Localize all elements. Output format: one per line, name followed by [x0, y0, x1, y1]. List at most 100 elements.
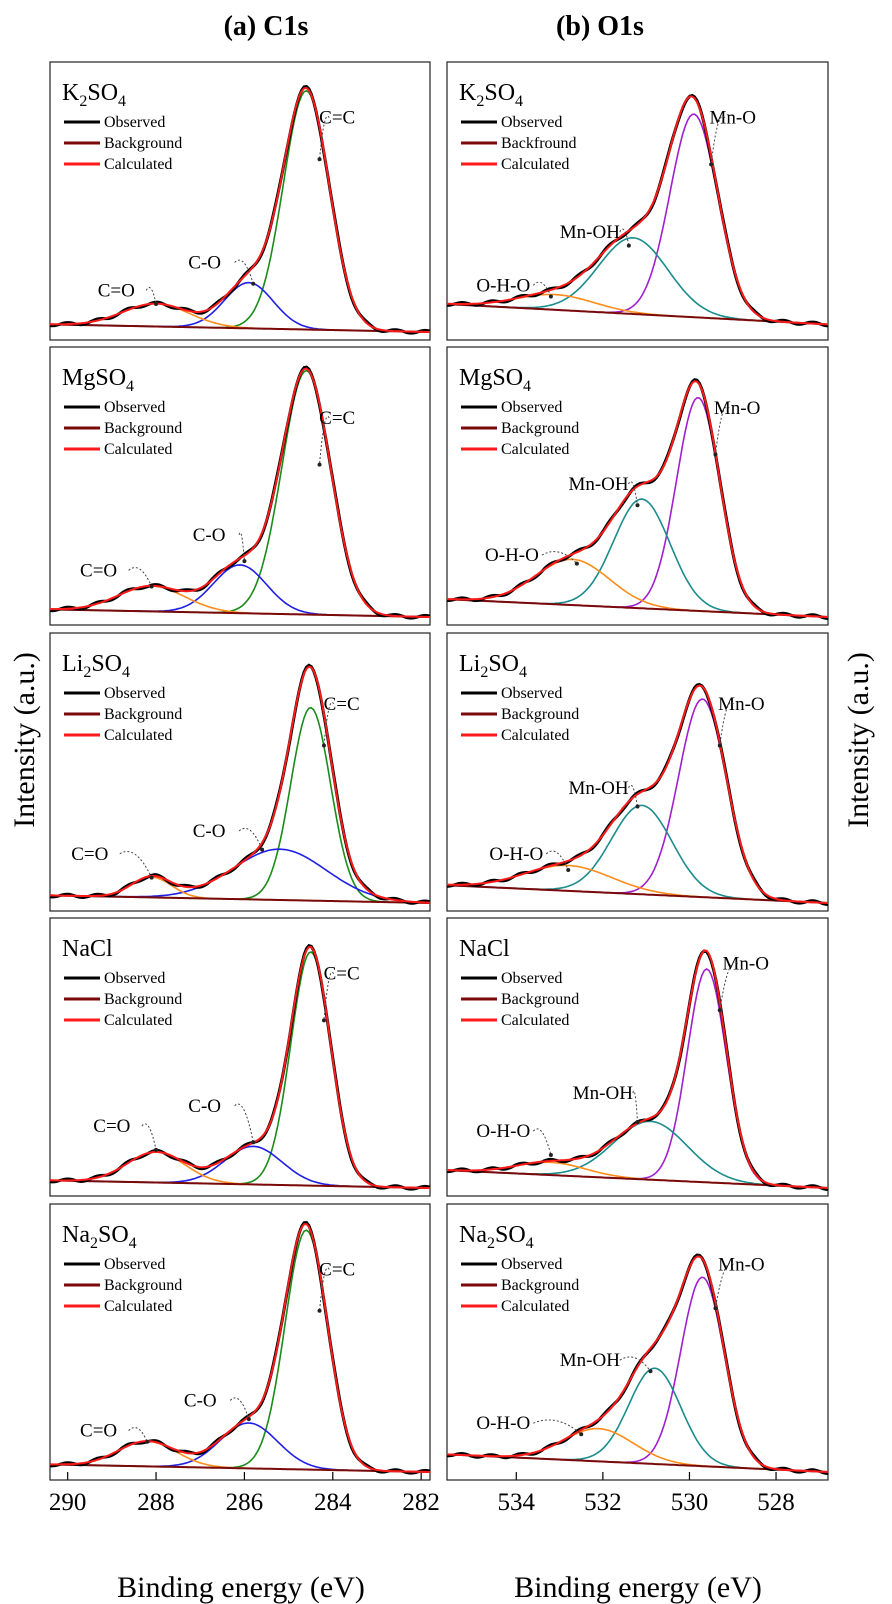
peak-label: Mn-O [718, 1254, 764, 1275]
legend-label: Calculated [104, 441, 172, 458]
peak-arrow [238, 827, 263, 850]
arrow-head [242, 559, 247, 564]
legend-label: Calculated [501, 727, 569, 744]
legend-label: Observed [501, 970, 562, 987]
x-tick-label: 286 [226, 1489, 264, 1516]
arrow-head [321, 1018, 326, 1023]
peak-label: Mn-OH [573, 1083, 633, 1104]
peak-arrow [319, 416, 330, 465]
calculated-line [446, 95, 829, 326]
arrow-head [251, 1140, 256, 1145]
sample-label: NaCl [62, 936, 113, 962]
peak-c-c [50, 951, 430, 1189]
peak-arrow [234, 259, 254, 284]
y-axis-label-right: Intensity (a.u.) [842, 652, 875, 828]
panel-frame [49, 346, 431, 626]
arrow-head [548, 1152, 553, 1157]
arrow-head [635, 804, 640, 809]
legend-label: Observed [104, 399, 165, 416]
x-tick-label: 528 [757, 1489, 795, 1516]
arrow-head [149, 875, 154, 880]
arrow-head [713, 452, 718, 457]
panel-frame [49, 61, 431, 341]
calculated-line [49, 945, 430, 1189]
legend-label: Background [104, 1277, 182, 1294]
arrow-head [251, 281, 256, 286]
peak-o-h-o [446, 1427, 829, 1473]
panel-3: NaCl Observed Background Calculated C=C C-O C=… [49, 917, 431, 1197]
x-axis-0: 290 288 286 284 282 [49, 1472, 440, 1516]
panel-8: NaCl Observed Background Calculated Mn-O Mn-O… [446, 917, 829, 1197]
peak-arrow [128, 1427, 148, 1442]
peak-label: Mn-O [718, 694, 764, 715]
legend-label: Observed [501, 685, 562, 702]
peak-label: Mn-OH [568, 474, 628, 495]
peak-arrow [323, 701, 335, 746]
peak-label: C=C [319, 1259, 355, 1280]
legend-label: Background [501, 706, 579, 723]
arrow-head [709, 162, 714, 167]
peak-arrow [319, 115, 330, 160]
sample-label: Li2SO4 [459, 651, 527, 681]
peak-arrow [714, 1262, 734, 1309]
peak-label: Mn-O [710, 108, 756, 129]
arrow-head [648, 1369, 653, 1374]
legend-label: Background [104, 135, 182, 152]
peak-c-o [49, 1151, 430, 1189]
calculated-line [447, 684, 829, 904]
x-tick-label: 534 [498, 1489, 536, 1516]
arrow-head [317, 462, 322, 467]
background-line [50, 1179, 430, 1189]
legend-label: Calculated [501, 441, 569, 458]
panel-1: MgSO4 Observed Background Calculated C=C C-O C… [49, 346, 431, 626]
peak-arrow [714, 405, 730, 455]
peak-label: Mn-OH [568, 778, 628, 799]
peak-arrow [319, 1267, 330, 1311]
x-tick-label: 530 [671, 1489, 709, 1516]
background-line [446, 1169, 829, 1189]
peak-label: Mn-OH [560, 222, 620, 243]
peak-label: O-H-O [476, 1413, 530, 1434]
legend-label: Calculated [501, 1012, 569, 1029]
panel-frame [49, 632, 431, 912]
legend-label: Calculated [104, 1012, 172, 1029]
legend-label: Calculated [501, 156, 569, 173]
arrow-head [154, 302, 159, 307]
peak-arrow [628, 784, 638, 807]
arrow-head [717, 1008, 722, 1013]
panel-0: K2SO4 Observed Background Calculated C=C C-O C… [49, 61, 431, 341]
peak-arrow [229, 1397, 250, 1420]
peak-label: O-H-O [476, 1121, 530, 1142]
sample-label: MgSO4 [459, 365, 531, 395]
panel-frame [49, 1203, 431, 1481]
panel-9: Na2SO4 Observed Background Calculated Mn-O Mn… [446, 1203, 829, 1481]
peak-label: Mn-O [723, 954, 769, 975]
peak-arrow [532, 1128, 552, 1156]
legend-label: Observed [104, 114, 165, 131]
legend-label: Background [501, 420, 579, 437]
peak-label: Mn-O [714, 398, 760, 419]
arrow-head [260, 847, 265, 852]
peak-arrow [545, 850, 569, 871]
peak-arrow [628, 481, 638, 506]
peak-label: C-O [193, 821, 226, 842]
peak-label: O-H-O [489, 844, 543, 865]
calculated-line [446, 380, 829, 618]
peak-label: C=O [98, 280, 135, 301]
peak-arrow [619, 228, 630, 246]
panel-4: Na2SO4 Observed Background Calculated C=C C-O… [49, 1203, 431, 1481]
background-line [50, 323, 430, 333]
peak-arrow [532, 281, 552, 297]
arrow-head [145, 1439, 150, 1444]
peak-arrow [533, 1419, 582, 1435]
arrow-head [317, 157, 322, 162]
panel-frame [446, 346, 829, 626]
arrow-head [548, 294, 553, 299]
panel-frame [446, 1203, 829, 1481]
peak-arrow [238, 532, 245, 562]
sample-label: Na2SO4 [62, 1222, 137, 1252]
x-tick-label: 284 [314, 1489, 352, 1516]
peak-arrow [119, 851, 153, 878]
calculated-line [49, 86, 430, 333]
